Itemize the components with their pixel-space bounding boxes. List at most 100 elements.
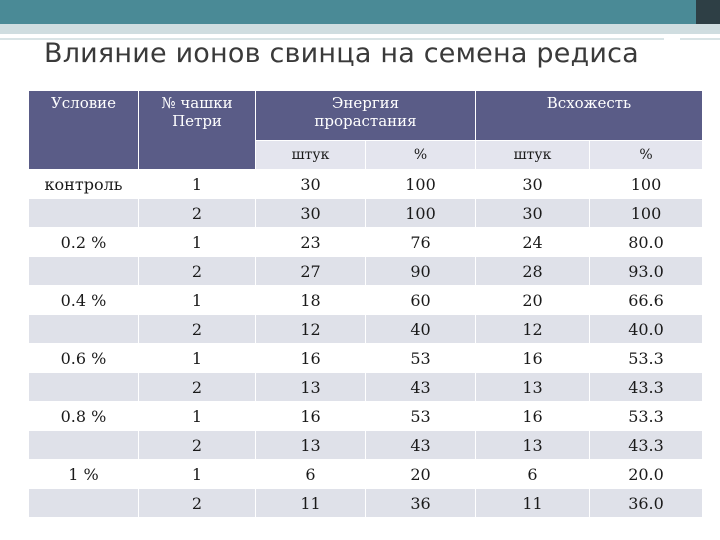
- header-energy-line1: Энергия: [331, 94, 400, 112]
- energy-percent-cell: 60: [365, 285, 476, 315]
- germination-count-cell: 16: [475, 401, 590, 431]
- germination-percent-cell: 36.0: [589, 488, 703, 518]
- dish-cell: 1: [138, 227, 256, 257]
- table-row: 2 13 43 13 43.3: [28, 430, 703, 460]
- subheader-germination-percent: %: [589, 140, 703, 170]
- table-row: 2 30 100 30 100: [28, 198, 703, 228]
- germination-count-cell: 6: [475, 459, 590, 489]
- energy-percent-cell: 43: [365, 372, 476, 402]
- germination-count-cell: 12: [475, 314, 590, 344]
- condition-cell: [28, 372, 139, 402]
- energy-count-cell: 18: [255, 285, 366, 315]
- energy-count-cell: 11: [255, 488, 366, 518]
- condition-cell: 1 %: [28, 459, 139, 489]
- energy-percent-cell: 43: [365, 430, 476, 460]
- dish-cell: 1: [138, 459, 256, 489]
- condition-cell: [28, 198, 139, 228]
- energy-percent-cell: 40: [365, 314, 476, 344]
- germination-count-cell: 13: [475, 372, 590, 402]
- energy-percent-cell: 100: [365, 198, 476, 228]
- dish-cell: 2: [138, 314, 256, 344]
- dish-cell: 2: [138, 430, 256, 460]
- energy-count-cell: 23: [255, 227, 366, 257]
- germination-count-cell: 30: [475, 169, 590, 199]
- dish-cell: 1: [138, 285, 256, 315]
- energy-count-cell: 27: [255, 256, 366, 286]
- germination-percent-cell: 43.3: [589, 430, 703, 460]
- header-condition: Условие: [28, 90, 139, 170]
- header-band: [0, 24, 720, 34]
- germination-count-cell: 11: [475, 488, 590, 518]
- energy-count-cell: 13: [255, 372, 366, 402]
- germination-percent-cell: 80.0: [589, 227, 703, 257]
- germination-percent-cell: 43.3: [589, 372, 703, 402]
- table-row: 2 12 40 12 40.0: [28, 314, 703, 344]
- germination-percent-cell: 40.0: [589, 314, 703, 344]
- energy-percent-cell: 20: [365, 459, 476, 489]
- top-bar-accent: [0, 0, 696, 24]
- subheader-germination-count: штук: [475, 140, 590, 170]
- energy-count-cell: 6: [255, 459, 366, 489]
- header-energy: Энергия прорастания: [255, 90, 476, 141]
- dish-cell: 1: [138, 169, 256, 199]
- condition-cell: [28, 314, 139, 344]
- germination-percent-cell: 100: [589, 169, 703, 199]
- results-table: Условие № чашки Петри Энергия прорастани…: [28, 90, 703, 518]
- dish-cell: 2: [138, 198, 256, 228]
- subheader-energy-percent: %: [365, 140, 476, 170]
- germination-count-cell: 13: [475, 430, 590, 460]
- table-row: 0.4 % 1 18 60 20 66.6: [28, 285, 703, 315]
- energy-percent-cell: 53: [365, 401, 476, 431]
- energy-percent-cell: 100: [365, 169, 476, 199]
- dish-cell: 1: [138, 401, 256, 431]
- table-row: 0.6 % 1 16 53 16 53.3: [28, 343, 703, 373]
- germination-count-cell: 16: [475, 343, 590, 373]
- subheader-energy-count: штук: [255, 140, 366, 170]
- energy-count-cell: 16: [255, 401, 366, 431]
- table-row: контроль 1 30 100 30 100: [28, 169, 703, 199]
- condition-cell: 0.8 %: [28, 401, 139, 431]
- germination-percent-cell: 66.6: [589, 285, 703, 315]
- header-dish: № чашки Петри: [138, 90, 256, 170]
- condition-cell: [28, 488, 139, 518]
- energy-percent-cell: 36: [365, 488, 476, 518]
- germination-count-cell: 28: [475, 256, 590, 286]
- table-row: 2 13 43 13 43.3: [28, 372, 703, 402]
- energy-percent-cell: 53: [365, 343, 476, 373]
- table-row: 2 27 90 28 93.0: [28, 256, 703, 286]
- table-row: 2 11 36 11 36.0: [28, 488, 703, 518]
- germination-count-cell: 30: [475, 198, 590, 228]
- table-row: 0.2 % 1 23 76 24 80.0: [28, 227, 703, 257]
- top-bar-corner: [696, 0, 720, 24]
- energy-count-cell: 30: [255, 198, 366, 228]
- slide-top-bar: [0, 0, 720, 24]
- germination-percent-cell: 20.0: [589, 459, 703, 489]
- germination-percent-cell: 100: [589, 198, 703, 228]
- energy-percent-cell: 76: [365, 227, 476, 257]
- condition-cell: контроль: [28, 169, 139, 199]
- table-row: 1 % 1 6 20 6 20.0: [28, 459, 703, 489]
- dish-cell: 2: [138, 488, 256, 518]
- energy-count-cell: 30: [255, 169, 366, 199]
- condition-cell: [28, 256, 139, 286]
- header-germination: Всхожесть: [475, 90, 703, 141]
- germination-count-cell: 20: [475, 285, 590, 315]
- energy-percent-cell: 90: [365, 256, 476, 286]
- germination-percent-cell: 93.0: [589, 256, 703, 286]
- table-body: контроль 1 30 100 30 100 2 30 100 30 100 0.2 % 1 23 76…: [28, 169, 703, 518]
- slide-title: Влияние ионов свинца на семена редиса: [44, 38, 639, 69]
- condition-cell: 0.6 %: [28, 343, 139, 373]
- germination-percent-cell: 53.3: [589, 343, 703, 373]
- dish-cell: 2: [138, 372, 256, 402]
- energy-count-cell: 13: [255, 430, 366, 460]
- header-dish-line1: № чашки: [161, 94, 233, 112]
- germination-percent-cell: 53.3: [589, 401, 703, 431]
- energy-count-cell: 12: [255, 314, 366, 344]
- header-dish-line2: Петри: [172, 112, 222, 130]
- header-energy-line2: прорастания: [314, 112, 417, 130]
- condition-cell: 0.2 %: [28, 227, 139, 257]
- dish-cell: 1: [138, 343, 256, 373]
- header-rule-left: [0, 38, 664, 40]
- header-rule-right: [680, 38, 720, 40]
- condition-cell: [28, 430, 139, 460]
